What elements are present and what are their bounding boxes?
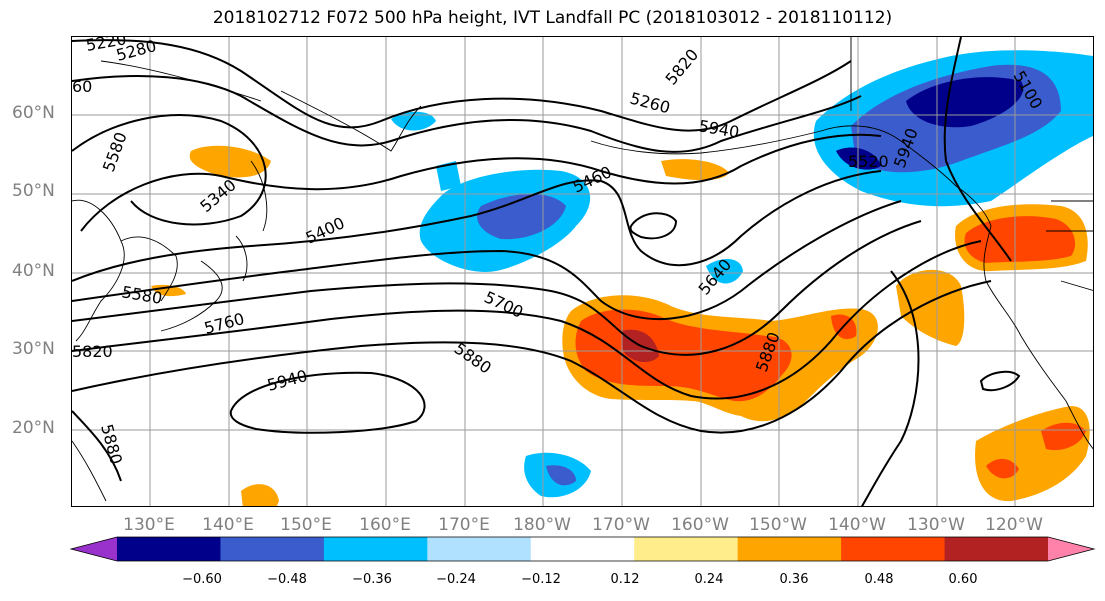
colorbar-tick-label: 0.48: [864, 572, 894, 587]
colorbar-tick-label: −0.36: [352, 572, 392, 587]
map-panel: 5220 5280 5580 5340 5400 5580 5760 5820 …: [71, 36, 1094, 507]
colorbar-tick-label: −0.12: [521, 572, 561, 587]
lon-label-150e: 150°E: [280, 515, 332, 535]
colorbar-segment: [737, 537, 842, 561]
map-title: 2018102712 F072 500 hPa height, IVT Land…: [212, 8, 893, 28]
contour-label: 5260: [628, 89, 672, 118]
colorbar-tick-label: −0.24: [436, 572, 476, 587]
lat-label-20n: 20°N: [12, 418, 55, 438]
colorbar-extend-high: [1048, 537, 1094, 561]
colorbar-tick-label: 0.60: [948, 572, 978, 587]
contour-label: 60: [72, 77, 92, 96]
lon-label-170e: 170°E: [438, 515, 490, 535]
colorbar-tick-label: −0.60: [182, 572, 222, 587]
ivt-fill-layer: [151, 50, 1093, 506]
lon-label-140w: 140°W: [828, 515, 886, 535]
colorbar-tick-label: 0.12: [610, 572, 640, 587]
colorbar-segment: [220, 537, 325, 561]
colorbar-tick-label: −0.48: [267, 572, 307, 587]
contour-label: 5760: [202, 309, 246, 338]
colorbar-outline: [69, 536, 1096, 562]
colorbar-segment: [323, 537, 428, 561]
coastlines: [72, 37, 1093, 502]
lon-label-140e: 140°E: [202, 515, 254, 535]
contour-label: 5340: [196, 175, 239, 216]
graticule: [72, 37, 1093, 506]
colorbar-segment: [634, 537, 739, 561]
lon-label-130w: 130°W: [907, 515, 965, 535]
lon-label-150w: 150°W: [749, 515, 807, 535]
contour-label: 5820: [662, 45, 703, 88]
lat-label-30n: 30°N: [12, 339, 55, 359]
colorbar-segment: [530, 537, 635, 561]
lon-label-160e: 160°E: [359, 515, 411, 535]
lat-label-40n: 40°N: [12, 261, 55, 281]
contour-label: 5580: [99, 130, 131, 175]
contour-label: 5400: [303, 213, 348, 247]
colorbar-segment: [841, 537, 946, 561]
colorbar-tick-label: 0.24: [694, 572, 724, 587]
colorbar-segment: [427, 537, 532, 561]
lon-label-120w: 120°W: [985, 515, 1043, 535]
contour-label: 5940: [265, 366, 309, 395]
contour-label: 5520: [848, 152, 889, 171]
height-contours: [72, 37, 1021, 506]
lon-label-180w: 180°W: [513, 515, 571, 535]
map-canvas: 5220 5280 5580 5340 5400 5580 5760 5820 …: [72, 37, 1093, 506]
colorbar-segment: [944, 537, 1049, 561]
lat-label-50n: 50°N: [12, 181, 55, 201]
contour-label: 5700: [481, 287, 526, 321]
contour-label: 5820: [72, 342, 113, 361]
colorbar-tick-label: 0.36: [779, 572, 809, 587]
colorbar: [69, 536, 1096, 562]
colorbar-segments: [71, 537, 1094, 561]
lon-label-160w: 160°W: [671, 515, 729, 535]
lat-label-60n: 60°N: [12, 103, 55, 123]
colorbar-segment: [117, 537, 221, 561]
colorbar-extend-low: [71, 537, 117, 561]
lon-label-130e: 130°E: [123, 515, 175, 535]
lon-label-170w: 170°W: [592, 515, 650, 535]
